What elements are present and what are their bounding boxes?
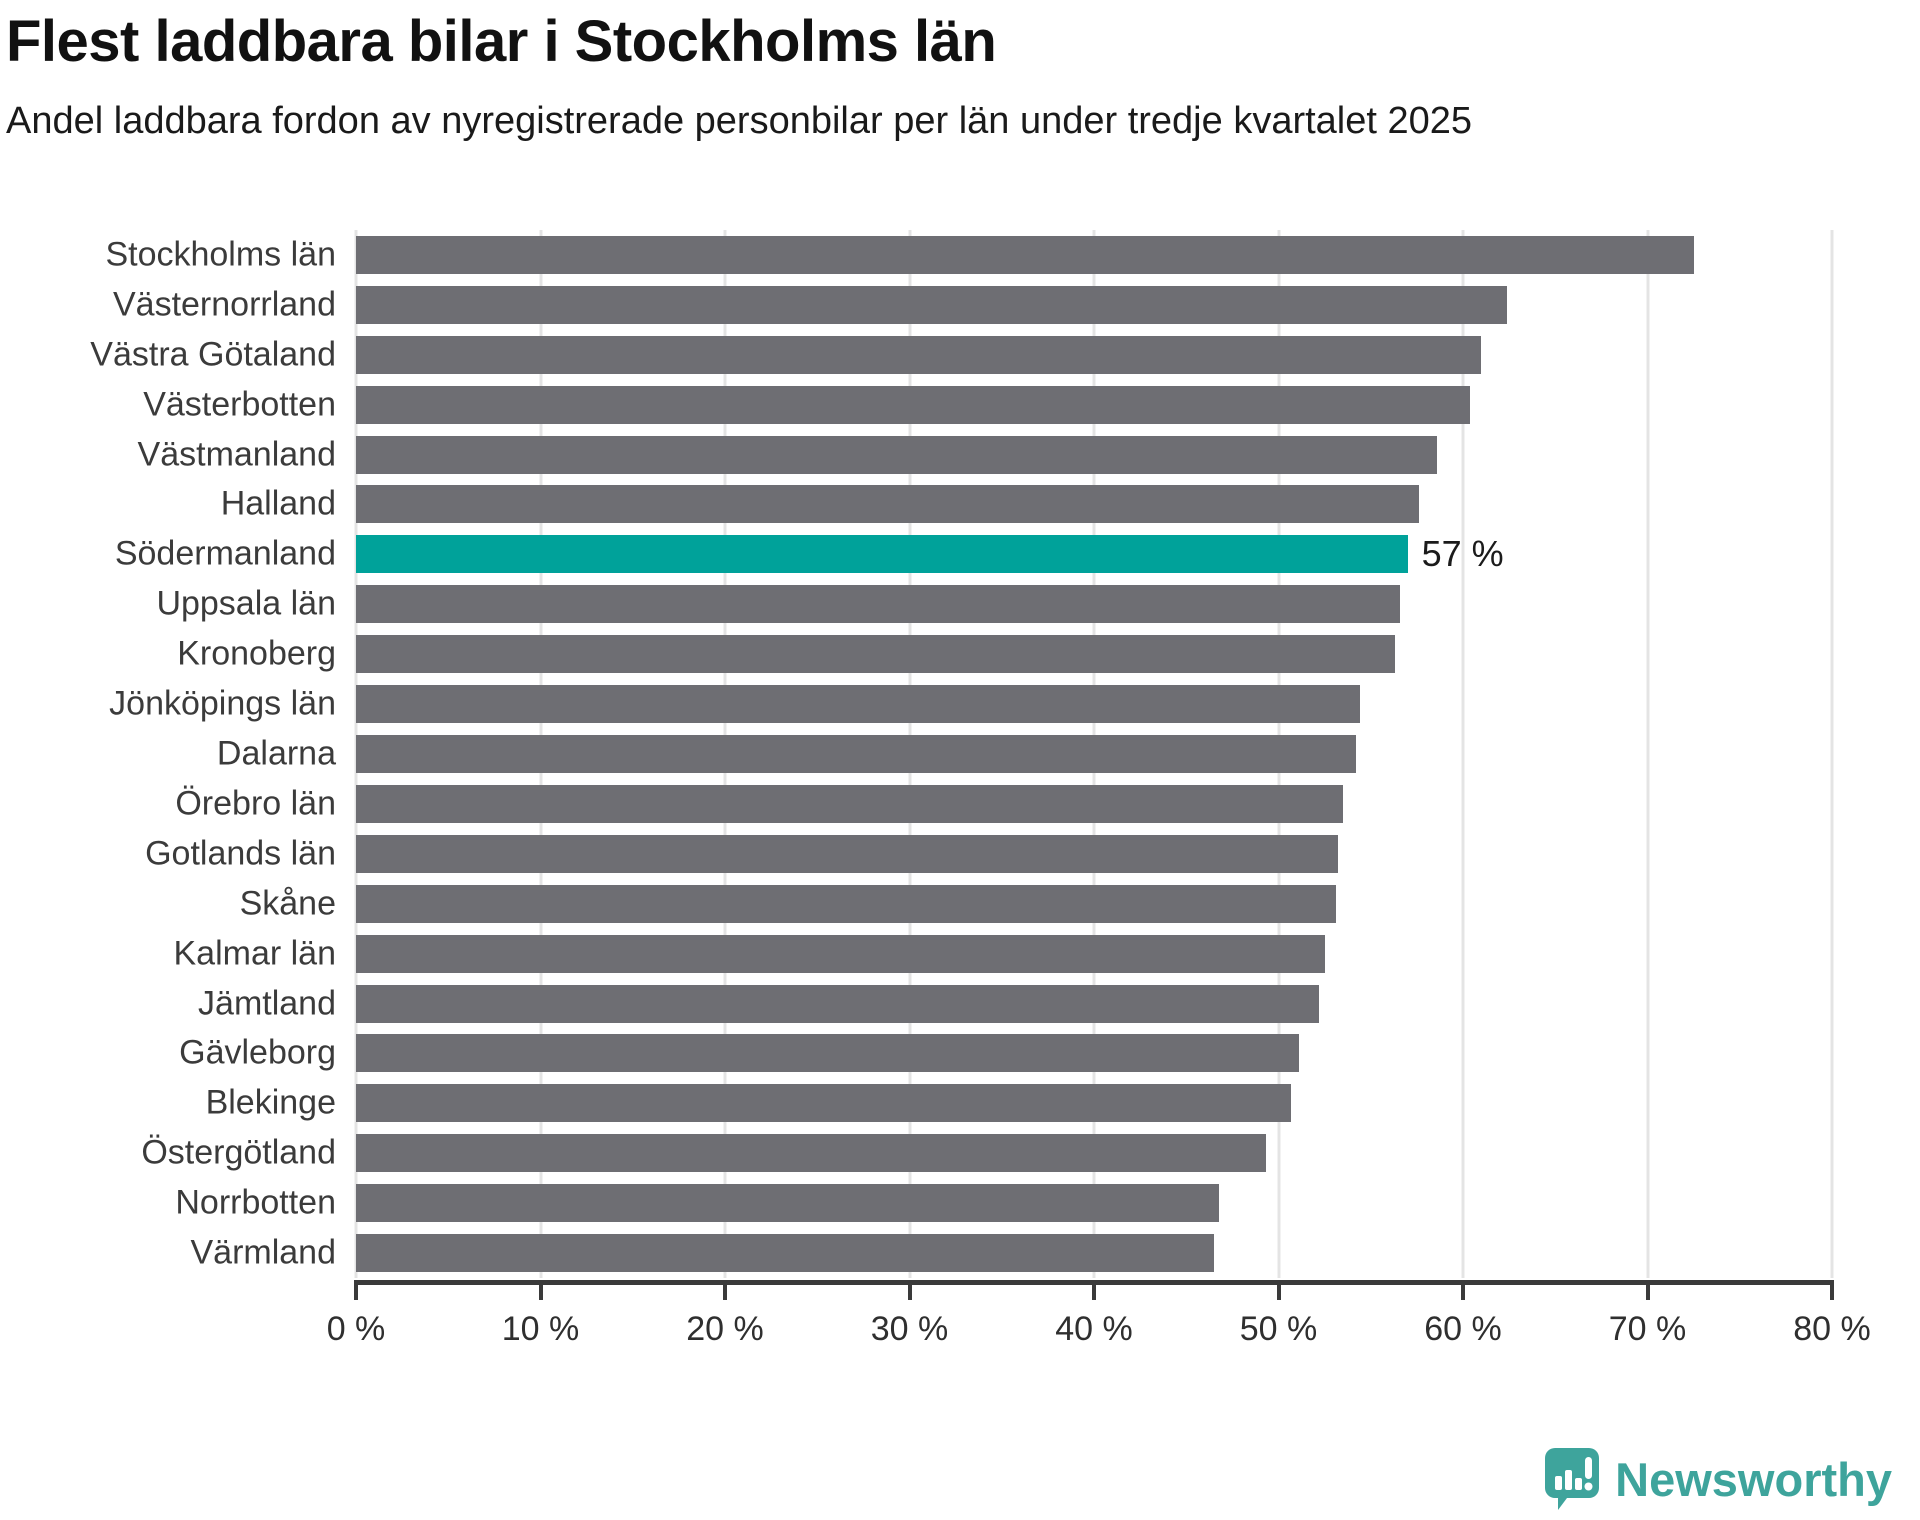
- bar-row: Södermanland 57 %: [115, 529, 1832, 579]
- bar: [356, 585, 1401, 624]
- bar: [356, 635, 1395, 674]
- axis-tick: [1645, 1280, 1650, 1300]
- category-label: Jönköpings län: [109, 684, 336, 723]
- newsworthy-logo-text: Newsworthy: [1615, 1452, 1892, 1506]
- bar: [356, 1084, 1292, 1123]
- bar-row: Stockholms län: [105, 230, 1832, 280]
- category-label: Kronoberg: [177, 634, 336, 673]
- bar: [356, 934, 1325, 973]
- bar: [356, 235, 1694, 274]
- gridline: [1646, 230, 1649, 1278]
- bar-row: Skåne: [240, 879, 1832, 929]
- bar: [356, 1134, 1266, 1173]
- axis-tick-label: 60 %: [1424, 1310, 1502, 1348]
- chart-title: Flest laddbara bilar i Stockholms län: [6, 9, 997, 74]
- category-label: Östergötland: [141, 1133, 336, 1172]
- chart-subtitle: Andel laddbara fordon av nyregistrerade …: [6, 100, 1473, 142]
- bar-row: Jämtland: [198, 979, 1832, 1029]
- bar-row: Västernorrland: [113, 280, 1832, 330]
- bar-row: Kalmar län: [173, 929, 1832, 979]
- category-label: Dalarna: [216, 734, 336, 773]
- category-label: Gotlands län: [145, 834, 336, 873]
- bar: [356, 435, 1438, 474]
- axis-tick-label: 10 %: [501, 1310, 580, 1348]
- bar: [356, 685, 1360, 724]
- axis-tick-label: 40 %: [1055, 1310, 1133, 1348]
- bar: [356, 335, 1482, 374]
- bar-row: Jönköpings län: [109, 679, 1832, 729]
- bar-row: Västerbotten: [143, 380, 1832, 430]
- category-label: Norrbotten: [175, 1183, 336, 1222]
- bar-row: Gotlands län: [145, 829, 1832, 879]
- newsworthy-logo-icon: [1545, 1448, 1600, 1510]
- category-label: Stockholms län: [105, 235, 336, 274]
- category-label: Värmland: [190, 1233, 336, 1272]
- highlighted-bar: [356, 535, 1408, 574]
- category-label: Västernorrland: [112, 285, 336, 324]
- category-label: Skåne: [239, 884, 336, 923]
- bar-row: Värmland: [190, 1228, 1832, 1278]
- axis-tick-label: 0 %: [326, 1310, 386, 1348]
- category-label: Gävleborg: [179, 1033, 336, 1072]
- branding: Newsworthy: [1545, 1448, 1892, 1510]
- axis-tick-label: 20 %: [686, 1310, 764, 1348]
- axis-tick: [354, 1280, 358, 1300]
- bar-row: Uppsala län: [156, 579, 1832, 629]
- bar-row: Västra Götaland: [90, 330, 1832, 380]
- bar-rows: Stockholms län Västernorrland Västra Götal…: [90, 230, 1832, 1278]
- category-label: Blekinge: [205, 1083, 336, 1122]
- axis-tick-label: 80 %: [1793, 1310, 1871, 1348]
- bar-row: Östergötland: [141, 1128, 1832, 1178]
- bar-row: Norrbotten: [175, 1178, 1832, 1228]
- bar: [356, 385, 1471, 424]
- bar-row: Gävleborg: [179, 1029, 1832, 1079]
- bar: [356, 834, 1338, 873]
- bar-row: Dalarna: [217, 729, 1832, 779]
- bar: [356, 984, 1320, 1023]
- bar: [356, 1184, 1220, 1223]
- bar: [356, 735, 1356, 774]
- bar: [356, 884, 1336, 923]
- category-label: Kalmar län: [173, 934, 336, 973]
- bar: [356, 1034, 1299, 1073]
- category-label: Jämtland: [198, 984, 336, 1023]
- axis-tick: [1830, 1280, 1834, 1300]
- category-label: Södermanland: [114, 534, 336, 573]
- axis-tick: [1276, 1280, 1281, 1300]
- axis-tick-label: 30 %: [870, 1310, 949, 1348]
- gridline: [1830, 230, 1834, 1278]
- bar: [356, 485, 1419, 524]
- bar: [356, 784, 1344, 823]
- bar: [356, 285, 1508, 324]
- gridline: [1461, 230, 1465, 1278]
- bar-row: Kronoberg: [177, 629, 1832, 679]
- category-label: Västerbotten: [143, 385, 336, 424]
- category-label: Västmanland: [137, 435, 336, 474]
- bar-row: Örebro län: [175, 779, 1832, 829]
- axis-tick: [538, 1280, 543, 1300]
- bar-row: Blekinge: [206, 1078, 1832, 1128]
- axis-tick: [1461, 1280, 1465, 1300]
- axis-tick-label: 50 %: [1239, 1310, 1318, 1348]
- plot-area: Stockholms län Västernorrland Västra Götal…: [90, 230, 1871, 1348]
- value-label: 57 %: [1421, 533, 1504, 575]
- category-label: Örebro län: [175, 784, 336, 823]
- axis-tick: [1092, 1280, 1096, 1300]
- bar: [356, 1234, 1214, 1273]
- category-label: Uppsala län: [156, 584, 336, 623]
- category-label: Halland: [220, 484, 336, 523]
- category-label: Västra Götaland: [90, 335, 336, 374]
- axis-tick: [723, 1280, 727, 1300]
- axis-tick-label: 70 %: [1608, 1310, 1687, 1348]
- bar-row: Halland: [221, 480, 1832, 530]
- axis-tick: [907, 1280, 912, 1300]
- bar-row: Västmanland: [138, 430, 1832, 480]
